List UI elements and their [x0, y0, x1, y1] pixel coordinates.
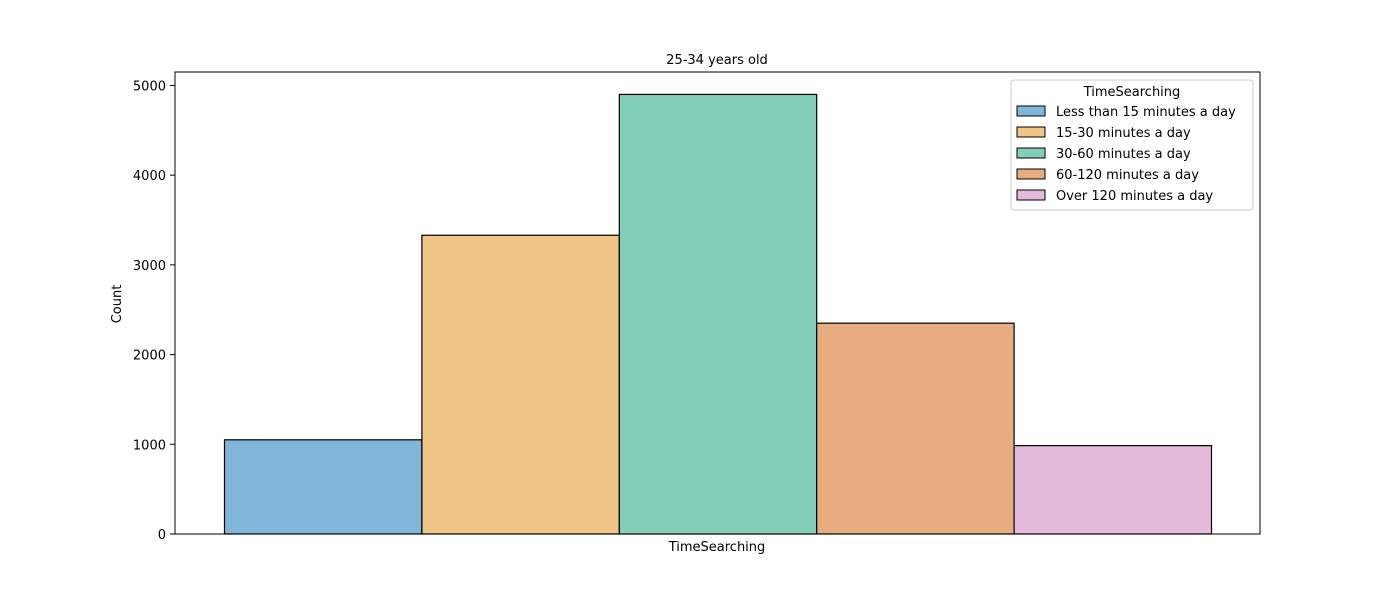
legend-swatch-3: [1016, 147, 1046, 159]
y-tick-label: 0: [158, 528, 166, 543]
legend-items: Less than 15 minutes a day 15-30 minutes …: [1016, 105, 1236, 204]
bar-3: [618, 93, 818, 535]
plot-frame: [174, 71, 1261, 535]
legend: TimeSearching Less than 15 minutes a day…: [1010, 79, 1254, 211]
legend-label-2: 15-30 minutes a day: [1056, 126, 1191, 141]
legend-swatch-4: [1016, 168, 1046, 180]
y-tick-label: 1000: [133, 438, 166, 453]
legend-box: [1010, 79, 1254, 211]
legend-label-5: Over 120 minutes a day: [1056, 189, 1213, 204]
bars-group: [223, 93, 1213, 535]
y-axis-ticks: 0 1000 2000 3000 4000 5000: [133, 79, 175, 543]
legend-title: TimeSearching: [1083, 85, 1181, 100]
bar-2: [421, 234, 620, 535]
legend-swatch-5: [1016, 189, 1046, 201]
legend-label-3: 30-60 minutes a day: [1056, 147, 1191, 162]
legend-swatch-2: [1016, 126, 1046, 138]
y-tick-label: 4000: [133, 169, 166, 184]
y-tick-label: 3000: [133, 259, 166, 274]
y-axis-label: Count: [110, 285, 125, 324]
y-tick-label: 5000: [133, 79, 166, 94]
legend-label-4: 60-120 minutes a day: [1056, 168, 1199, 183]
chart-title: 25-34 years old: [666, 53, 768, 68]
y-tick-label: 2000: [133, 349, 166, 364]
bar-4: [816, 322, 1015, 535]
bar-1: [223, 439, 423, 535]
legend-label-1: Less than 15 minutes a day: [1056, 105, 1236, 120]
bar-5: [1013, 445, 1213, 535]
x-axis-label: TimeSearching: [668, 540, 766, 555]
legend-swatch-1: [1016, 105, 1046, 117]
